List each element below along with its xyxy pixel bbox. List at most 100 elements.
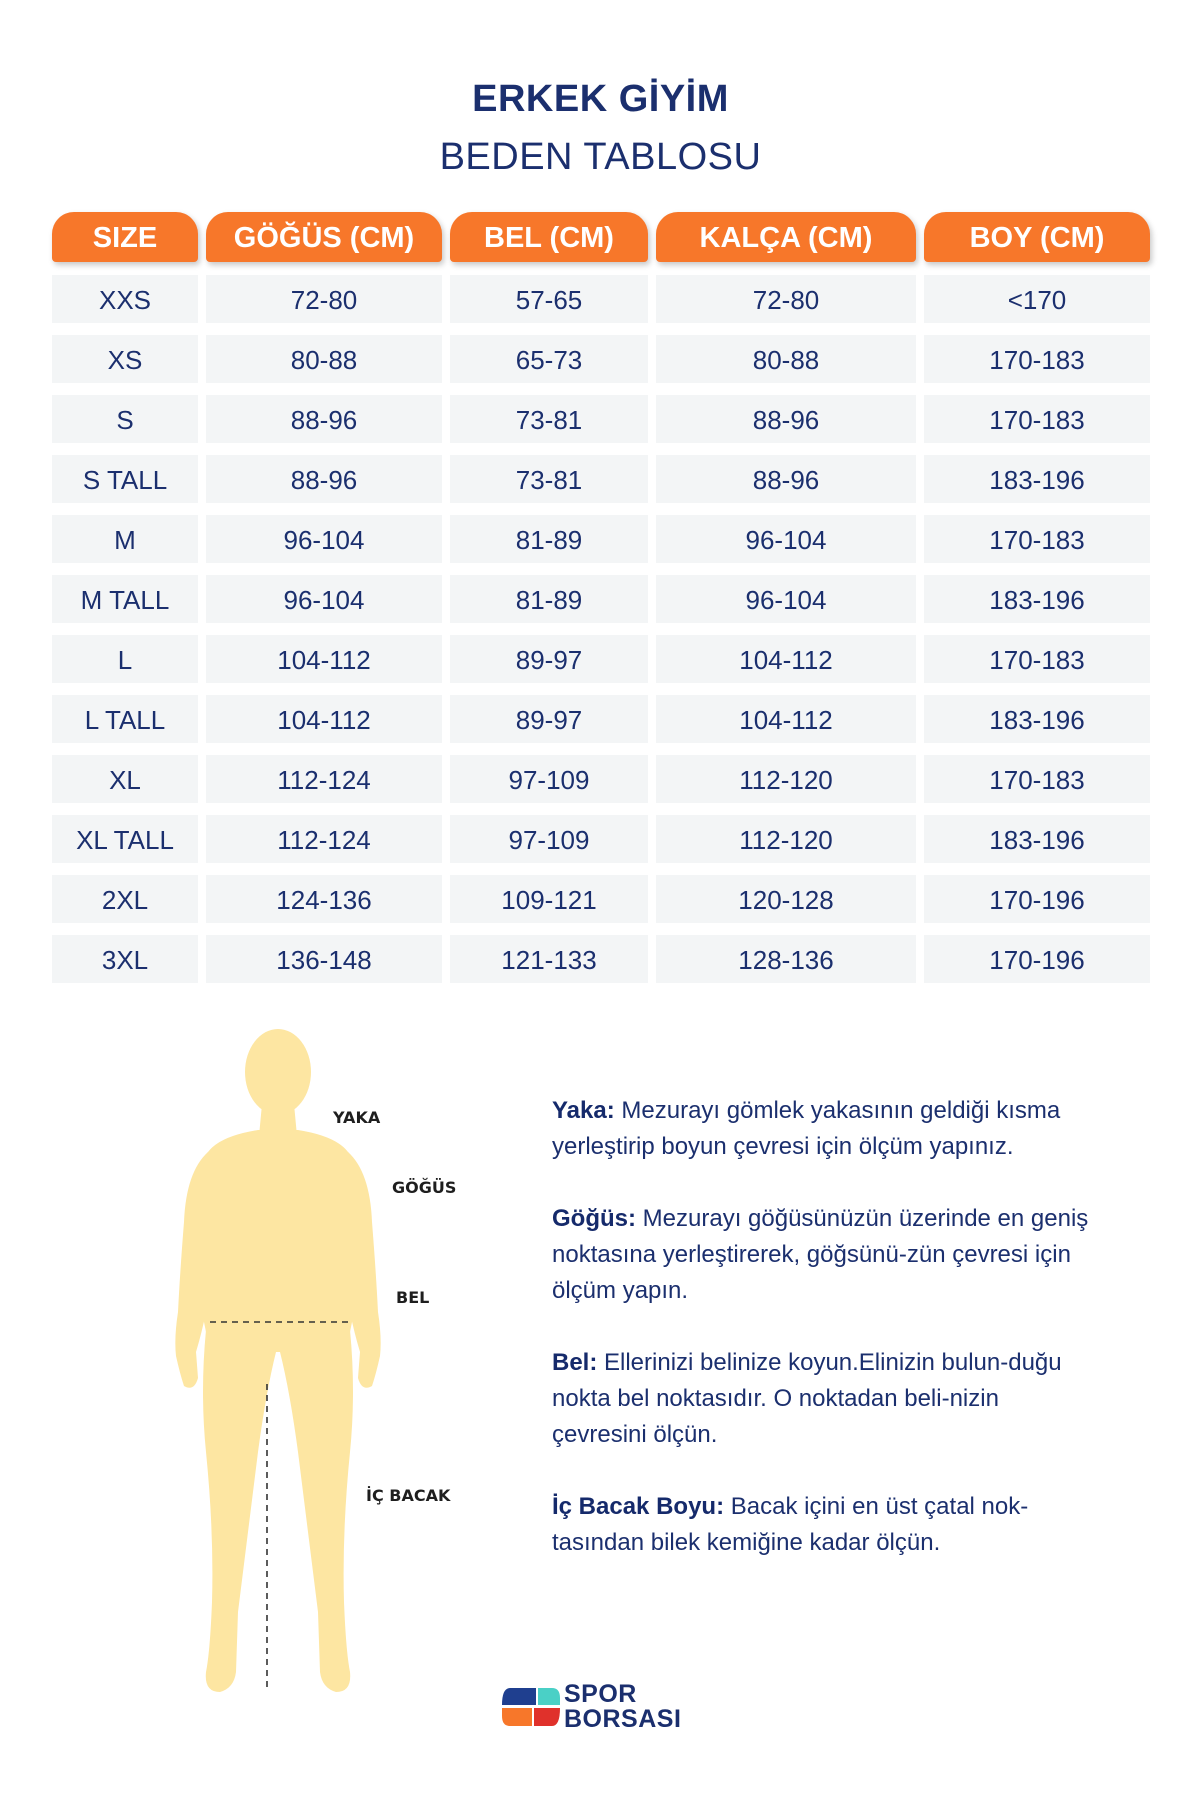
- cell-size: L TALL: [52, 695, 198, 743]
- cell-waist: 81-89: [450, 575, 648, 623]
- cell-height: 183-196: [924, 455, 1150, 503]
- header-size: SIZE: [52, 212, 198, 262]
- instruction-term: Yaka:: [552, 1097, 615, 1124]
- cell-size: XL TALL: [52, 815, 198, 863]
- cell-waist: 89-97: [450, 635, 648, 683]
- page-subtitle: BEDEN TABLOSU: [439, 136, 762, 178]
- cell-hip: 96-104: [656, 515, 916, 563]
- label-bel: BEL: [396, 1288, 430, 1307]
- cell-chest: 112-124: [206, 755, 442, 803]
- cell-size: M TALL: [52, 575, 198, 623]
- cell-size: S TALL: [52, 455, 198, 503]
- cell-hip: 88-96: [656, 455, 916, 503]
- cell-waist: 57-65: [450, 275, 648, 323]
- cell-height: 183-196: [924, 695, 1150, 743]
- measurement-instructions: Yaka: Mezurayı gömlek yakasının geldiği …: [552, 1093, 1092, 1597]
- cell-waist: 109-121: [450, 875, 648, 923]
- cell-size: XS: [52, 335, 198, 383]
- cell-chest: 104-112: [206, 635, 442, 683]
- table-header-row: SIZE GÖĞÜS (CM) BEL (CM) KALÇA (CM) BOY …: [52, 212, 1150, 262]
- page-title: ERKEK GİYİM: [472, 78, 729, 120]
- brand-logo: SPOR BORSASI: [502, 1682, 702, 1732]
- table-row: L TALL 104-112 89-97 104-112 183-196: [52, 695, 1150, 743]
- body-measurement-figure: YAKA GÖĞÜS BEL İÇ BACAK: [150, 1012, 550, 1712]
- cell-waist: 89-97: [450, 695, 648, 743]
- cell-waist: 97-109: [450, 815, 648, 863]
- cell-size: 2XL: [52, 875, 198, 923]
- cell-waist: 73-81: [450, 455, 648, 503]
- cell-chest: 112-124: [206, 815, 442, 863]
- cell-chest: 136-148: [206, 935, 442, 983]
- instruction-text: Mezurayı gömlek yakasının geldiği kısma …: [552, 1097, 1061, 1160]
- instruction-term: Göğüs:: [552, 1205, 636, 1232]
- cell-waist: 81-89: [450, 515, 648, 563]
- size-table: SIZE GÖĞÜS (CM) BEL (CM) KALÇA (CM) BOY …: [52, 212, 1150, 983]
- instruction-ic-bacak: İç Bacak Boyu: Bacak içini en üst çatal …: [552, 1489, 1092, 1561]
- cell-hip: 88-96: [656, 395, 916, 443]
- cell-chest: 88-96: [206, 455, 442, 503]
- cell-height: 170-183: [924, 635, 1150, 683]
- instruction-bel: Bel: Ellerinizi belinize koyun.Elinizin …: [552, 1345, 1092, 1453]
- instruction-text: Ellerinizi belinize koyun.Elinizin bulun…: [552, 1349, 1062, 1448]
- cell-height: 183-196: [924, 575, 1150, 623]
- body-silhouette-icon: [175, 1029, 381, 1692]
- header-waist: BEL (CM): [450, 212, 648, 262]
- logo-mark-icon: [502, 1688, 560, 1726]
- cell-hip: 120-128: [656, 875, 916, 923]
- cell-hip: 104-112: [656, 635, 916, 683]
- cell-hip: 72-80: [656, 275, 916, 323]
- cell-height: 183-196: [924, 815, 1150, 863]
- cell-height: 170-183: [924, 395, 1150, 443]
- table-row: 2XL 124-136 109-121 120-128 170-196: [52, 875, 1150, 923]
- cell-chest: 96-104: [206, 515, 442, 563]
- header-chest: GÖĞÜS (CM): [206, 212, 442, 262]
- cell-chest: 124-136: [206, 875, 442, 923]
- cell-chest: 72-80: [206, 275, 442, 323]
- cell-height: 170-196: [924, 875, 1150, 923]
- label-yaka: YAKA: [333, 1108, 381, 1127]
- table-row: XXS 72-80 57-65 72-80 <170: [52, 275, 1150, 323]
- cell-waist: 65-73: [450, 335, 648, 383]
- cell-hip: 96-104: [656, 575, 916, 623]
- cell-height: 170-183: [924, 755, 1150, 803]
- table-row: S 88-96 73-81 88-96 170-183: [52, 395, 1150, 443]
- cell-hip: 104-112: [656, 695, 916, 743]
- label-ic-bacak: İÇ BACAK: [366, 1486, 451, 1505]
- cell-chest: 96-104: [206, 575, 442, 623]
- cell-height: <170: [924, 275, 1150, 323]
- cell-hip: 80-88: [656, 335, 916, 383]
- instruction-gogus: Göğüs: Mezurayı göğüsünüzün üzerinde en …: [552, 1201, 1092, 1309]
- cell-chest: 88-96: [206, 395, 442, 443]
- table-row: S TALL 88-96 73-81 88-96 183-196: [52, 455, 1150, 503]
- table-row: XS 80-88 65-73 80-88 170-183: [52, 335, 1150, 383]
- instruction-text: Bacak içini en üst çatal nok-tasından bi…: [552, 1493, 1029, 1556]
- table-row: M TALL 96-104 81-89 96-104 183-196: [52, 575, 1150, 623]
- cell-hip: 112-120: [656, 815, 916, 863]
- cell-height: 170-183: [924, 335, 1150, 383]
- instruction-term: Bel:: [552, 1349, 598, 1376]
- cell-waist: 73-81: [450, 395, 648, 443]
- cell-size: XL: [52, 755, 198, 803]
- cell-size: XXS: [52, 275, 198, 323]
- instruction-text: Mezurayı göğüsünüzün üzerinde en geniş n…: [552, 1205, 1089, 1304]
- table-row: M 96-104 81-89 96-104 170-183: [52, 515, 1150, 563]
- logo-text-line2: BORSASI: [564, 1705, 682, 1733]
- instruction-term: İç Bacak Boyu:: [552, 1493, 725, 1520]
- cell-size: L: [52, 635, 198, 683]
- table-row: XL TALL 112-124 97-109 112-120 183-196: [52, 815, 1150, 863]
- cell-waist: 97-109: [450, 755, 648, 803]
- table-row: 3XL 136-148 121-133 128-136 170-196: [52, 935, 1150, 983]
- cell-hip: 112-120: [656, 755, 916, 803]
- cell-hip: 128-136: [656, 935, 916, 983]
- cell-size: M: [52, 515, 198, 563]
- logo-text-line1: SPOR: [564, 1680, 637, 1708]
- cell-size: 3XL: [52, 935, 198, 983]
- header-hip: KALÇA (CM): [656, 212, 916, 262]
- cell-height: 170-196: [924, 935, 1150, 983]
- table-row: XL 112-124 97-109 112-120 170-183: [52, 755, 1150, 803]
- table-row: L 104-112 89-97 104-112 170-183: [52, 635, 1150, 683]
- cell-chest: 80-88: [206, 335, 442, 383]
- cell-waist: 121-133: [450, 935, 648, 983]
- label-gogus: GÖĞÜS: [392, 1178, 457, 1197]
- instruction-yaka: Yaka: Mezurayı gömlek yakasının geldiği …: [552, 1093, 1092, 1165]
